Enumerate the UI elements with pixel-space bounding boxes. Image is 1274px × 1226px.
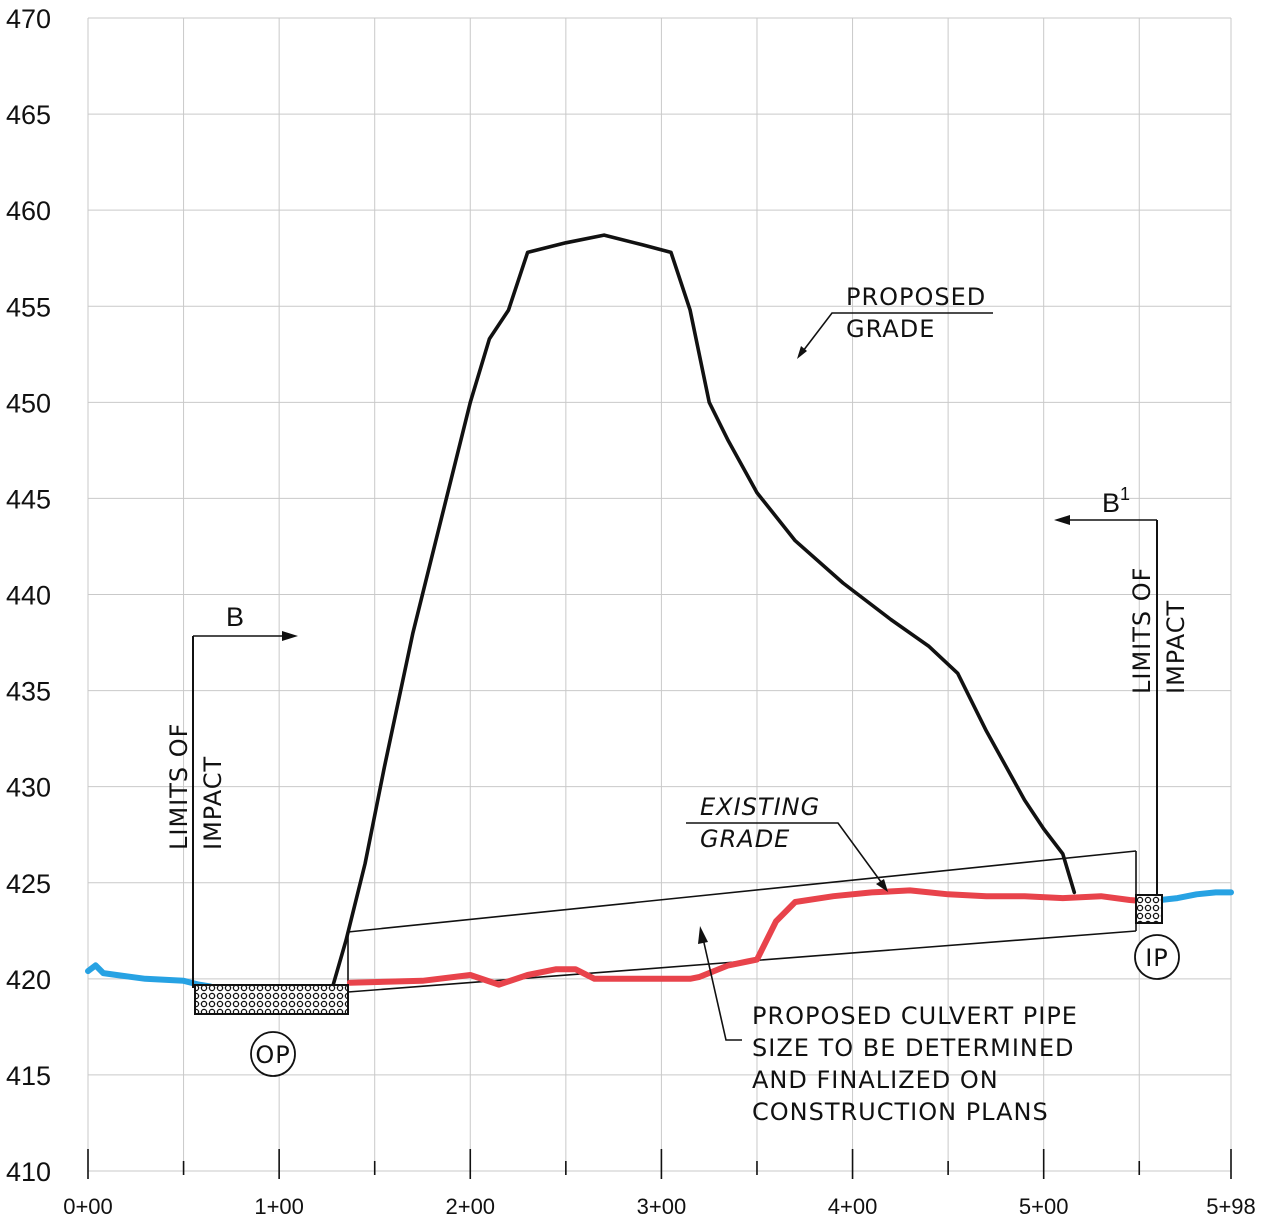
culvert-label-line4: CONSTRUCTION PLANS bbox=[752, 1098, 1049, 1126]
outlet-label: OP bbox=[255, 1041, 290, 1069]
leader-arrow-icon bbox=[698, 926, 708, 944]
y-tick-label: 440 bbox=[6, 581, 51, 611]
grade-lines bbox=[85, 233, 1234, 992]
x-tick-label: 3+00 bbox=[637, 1194, 687, 1219]
existing-grade-line bbox=[346, 887, 1158, 988]
y-tick-label: 470 bbox=[6, 4, 51, 34]
left-limits-of-impact: B LIMITS OF IMPACT bbox=[165, 602, 298, 988]
y-tick-label: 445 bbox=[6, 484, 51, 514]
section-arrow-left-icon bbox=[1054, 515, 1070, 525]
x-tick-label: 5+98 bbox=[1206, 1194, 1256, 1219]
y-tick-label: 410 bbox=[6, 1157, 51, 1187]
x-axis-ticks: 0+00 1+00 2+00 3+00 4+00 5+00 5+98 bbox=[63, 1149, 1256, 1219]
right-limits-label-line2: IMPACT bbox=[1162, 600, 1190, 694]
right-limits-label-line1: LIMITS OF bbox=[1128, 567, 1156, 694]
left-limits-label-line1: LIMITS OF bbox=[165, 723, 193, 850]
section-label-left: B bbox=[226, 602, 244, 632]
y-axis-ticks: 410 415 420 425 430 435 440 445 450 455 460 465 470 bbox=[6, 4, 51, 1187]
y-tick-label: 430 bbox=[6, 773, 51, 803]
culvert-label-line1: PROPOSED CULVERT PIPE bbox=[752, 1002, 1078, 1030]
proposed-grade-label-line2: GRADE bbox=[846, 315, 935, 343]
x-tick-label: 5+00 bbox=[1019, 1194, 1069, 1219]
grid bbox=[87, 17, 1232, 1172]
section-label-right-sup: 1 bbox=[1120, 484, 1130, 504]
section-arrow-right-icon bbox=[282, 631, 298, 641]
proposed-grade-label-line1: PROPOSED bbox=[846, 283, 986, 311]
existing-grade-callout: EXISTING GRADE bbox=[686, 793, 888, 892]
inlet-riprap-pad bbox=[1135, 894, 1163, 924]
section-label-right: B1 bbox=[1102, 484, 1130, 518]
leader-arrow-icon bbox=[876, 879, 888, 892]
culvert-label-line3: AND FINALIZED ON bbox=[752, 1066, 999, 1094]
x-tick-label: 1+00 bbox=[254, 1194, 304, 1219]
outlet-riprap-pad bbox=[194, 984, 349, 1015]
leader-arrow-icon bbox=[797, 346, 807, 359]
inlet-label: IP bbox=[1145, 944, 1169, 972]
x-tick-label: 2+00 bbox=[445, 1194, 495, 1219]
right-limits-of-impact: B1 LIMITS OF IMPACT bbox=[1054, 484, 1190, 895]
proposed-grade-line bbox=[330, 233, 1077, 989]
proposed-grade-callout: PROPOSED GRADE bbox=[797, 283, 993, 359]
y-tick-label: 435 bbox=[6, 677, 51, 707]
left-limits-label-line2: IMPACT bbox=[199, 756, 227, 850]
existing-grade-label-line1: EXISTING bbox=[700, 793, 820, 821]
inlet-point-marker: IP bbox=[1134, 934, 1180, 980]
culvert-callout: PROPOSED CULVERT PIPE SIZE TO BE DETERMI… bbox=[698, 926, 1078, 1126]
y-tick-label: 450 bbox=[6, 388, 51, 418]
culvert-label-line2: SIZE TO BE DETERMINED bbox=[752, 1034, 1075, 1062]
x-tick-label: 4+00 bbox=[828, 1194, 878, 1219]
y-tick-label: 465 bbox=[6, 100, 51, 130]
y-tick-label: 460 bbox=[6, 196, 51, 226]
y-tick-label: 415 bbox=[6, 1061, 51, 1091]
culvert-top-line bbox=[347, 850, 1137, 933]
culvert-pipe bbox=[347, 850, 1137, 993]
existing-grade-label-line2: GRADE bbox=[700, 825, 790, 853]
outlet-point-marker: OP bbox=[250, 1031, 296, 1077]
existing-outside-right-grade-line bbox=[1157, 889, 1234, 903]
y-tick-label: 455 bbox=[6, 292, 51, 322]
x-tick-label: 0+00 bbox=[63, 1194, 113, 1219]
y-tick-label: 420 bbox=[6, 965, 51, 995]
y-tick-label: 425 bbox=[6, 869, 51, 899]
